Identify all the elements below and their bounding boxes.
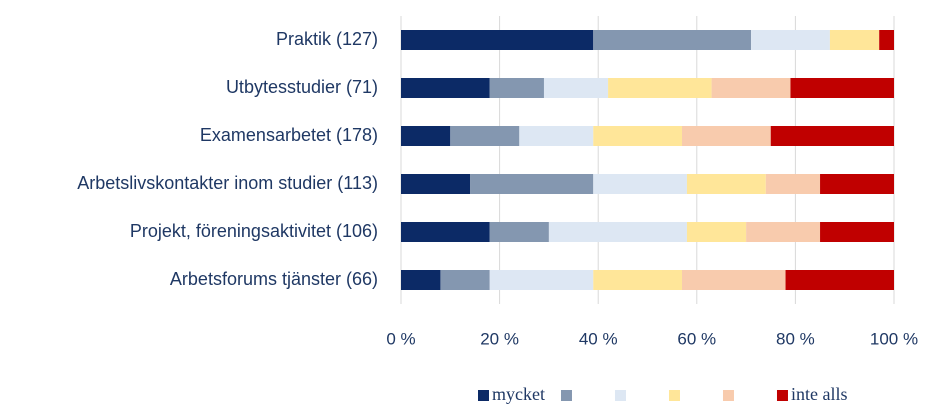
y-tick-label: Examensarbetet (178) [200, 125, 378, 145]
bar-segment [820, 174, 894, 194]
bar-segment [879, 30, 894, 50]
bar-segment [765, 174, 821, 194]
bar-segment [593, 126, 683, 146]
bar-segment [401, 270, 441, 290]
legend-swatch [668, 390, 680, 401]
x-tick-label: 20 % [480, 329, 519, 348]
bar-segment [686, 222, 747, 242]
legend-swatch [776, 390, 788, 401]
bar-segment [401, 30, 594, 50]
bar-segment [711, 78, 791, 98]
bar-segment [593, 174, 687, 194]
bar-segment [682, 270, 786, 290]
bar-segment [401, 222, 490, 242]
x-tick-label: 60 % [677, 329, 716, 348]
bar-segment [489, 270, 594, 290]
bar-segment [519, 126, 594, 146]
x-tick-label: 80 % [776, 329, 815, 348]
bar-segment [746, 222, 821, 242]
x-tick-label: 100 % [870, 329, 918, 348]
bar-segment [751, 30, 830, 50]
bar-segment [770, 126, 894, 146]
legend-label: mycket [492, 384, 545, 404]
bar-segment [548, 222, 687, 242]
bar-segment [489, 222, 549, 242]
legend-swatch [722, 390, 734, 401]
bar-segment [401, 174, 471, 194]
bar-segment [593, 270, 683, 290]
bar-segment [450, 126, 520, 146]
y-tick-label: Utbytesstudier (71) [226, 77, 378, 97]
bar-segment [785, 270, 894, 290]
x-tick-label: 0 % [386, 329, 415, 348]
y-tick-label: Praktik (127) [276, 29, 378, 49]
legend-swatch [614, 390, 626, 401]
bar-segment [593, 30, 752, 50]
bar-segment [686, 174, 766, 194]
bar-segment [489, 78, 544, 98]
y-tick-label: Arbetslivskontakter inom studier (113) [77, 173, 378, 193]
bar-segment [682, 126, 771, 146]
bar-segment [401, 78, 490, 98]
x-tick-label: 40 % [579, 329, 618, 348]
bar-segment [543, 78, 609, 98]
legend-label: inte alls [791, 384, 848, 404]
bar-segment [829, 30, 880, 50]
legend-swatch [560, 390, 572, 401]
bar-segment [820, 222, 894, 242]
bar-segment [470, 174, 594, 194]
y-tick-label: Projekt, föreningsaktivitet (106) [130, 221, 378, 241]
bar-segment [608, 78, 712, 98]
bar-segment [440, 270, 490, 290]
bar-segment [401, 126, 451, 146]
y-tick-label: Arbetsforums tjänster (66) [170, 269, 378, 289]
legend-swatch [478, 390, 489, 401]
bar-segment [790, 78, 894, 98]
